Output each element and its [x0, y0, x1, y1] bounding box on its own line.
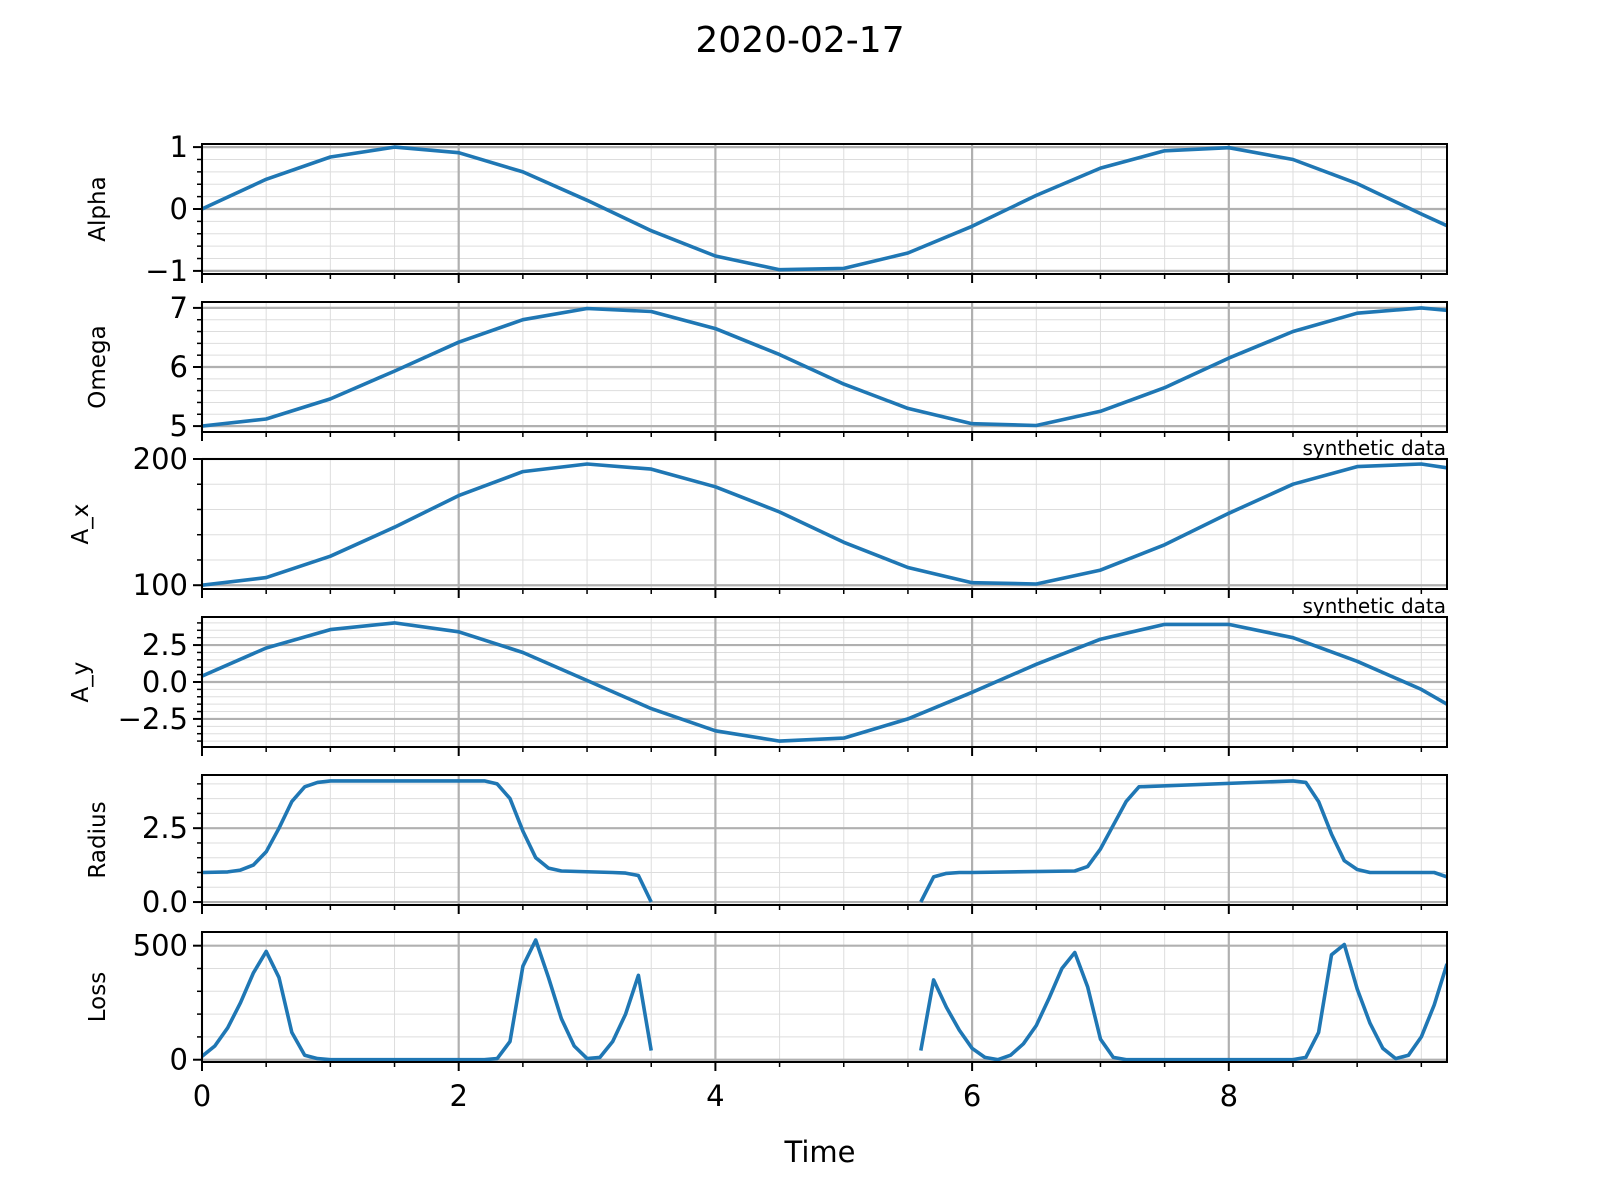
- series-line-1: [202, 306, 1447, 428]
- y-axis-label: Omega: [85, 325, 111, 408]
- axes-frame: [201, 458, 1448, 590]
- y-tick-label: 2.5: [142, 811, 188, 845]
- x-tick-label: 8: [1220, 1079, 1238, 1113]
- x-tick-label: 6: [963, 1079, 981, 1113]
- y-tick-label: 500: [133, 929, 188, 963]
- panel-annotation: synthetic data: [1302, 594, 1446, 618]
- axes-frame: [201, 774, 1448, 906]
- x-axis-label: Time: [784, 1135, 856, 1169]
- series-line-1: [202, 145, 1447, 272]
- subplot-3: 100 200 A_x synthetic data: [68, 436, 1448, 602]
- y-tick-label: −2.5: [118, 702, 188, 736]
- y-axis-label: Radius: [85, 801, 111, 878]
- figure-title: 2020-02-17: [695, 20, 904, 61]
- subplot-2: 5 6 7 Omega: [85, 291, 1448, 443]
- series-line-2: [919, 779, 1447, 903]
- x-tick-label: 2: [449, 1079, 467, 1113]
- y-tick-label: 100: [133, 568, 188, 602]
- series-line-1: [202, 938, 653, 1062]
- x-tick-label: 4: [706, 1079, 724, 1113]
- y-tick-label: −1: [145, 254, 188, 288]
- y-axis-label: Loss: [85, 972, 111, 1022]
- y-tick-label: 0: [170, 192, 188, 226]
- panel-annotation: synthetic data: [1302, 436, 1446, 460]
- series-line-2: [919, 942, 1447, 1062]
- series-line-1: [202, 462, 1447, 587]
- subplot-1: −1 0 1 Alpha: [85, 130, 1448, 288]
- series-line-1: [202, 779, 653, 903]
- y-tick-label: 0: [170, 1043, 188, 1077]
- x-tick-label: 0: [193, 1079, 211, 1113]
- y-tick-label: 2.5: [142, 628, 188, 662]
- y-tick-label: 1: [170, 130, 188, 164]
- y-tick-label: 5: [170, 409, 188, 443]
- y-tick-label: 6: [170, 350, 188, 384]
- axes-frame: [201, 931, 1448, 1063]
- y-tick-label: 0.0: [142, 665, 188, 699]
- subplot-6: 0 500 Loss 0 2 4 6 8: [85, 929, 1448, 1113]
- y-tick-label: 0.0: [142, 885, 188, 919]
- y-tick-label: 7: [170, 291, 188, 325]
- series-line-1: [202, 621, 1447, 743]
- y-axis-label: A_y: [68, 662, 94, 703]
- y-axis-label: A_x: [68, 504, 94, 545]
- y-axis-label: Alpha: [85, 176, 111, 241]
- subplot-5: 0.0 2.5 Radius: [85, 774, 1448, 919]
- y-tick-label: 200: [133, 442, 188, 476]
- subplot-4: −2.50.02.5 A_y synthetic data: [68, 594, 1448, 756]
